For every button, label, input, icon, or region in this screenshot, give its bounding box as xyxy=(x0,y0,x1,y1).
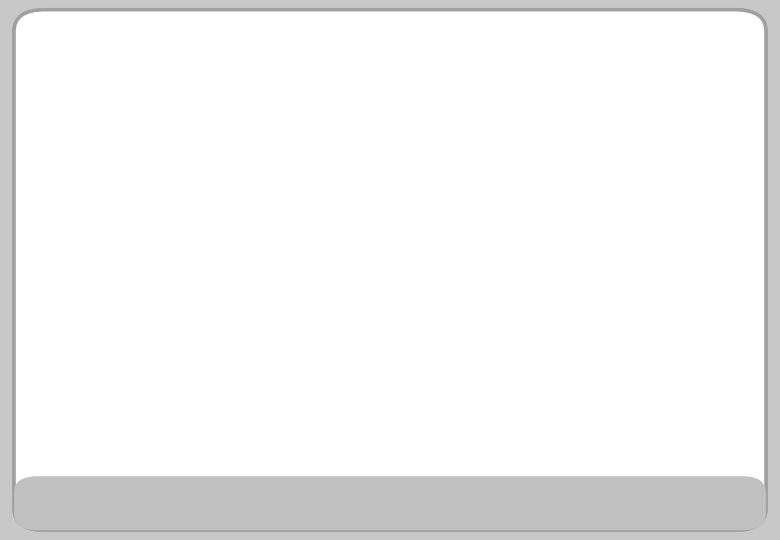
Text: - instead of correct line, incorrect is activated: - instead of correct line, incorrect is … xyxy=(101,145,451,160)
Text: - value, followed by its complement on a line whose address differs in 1 bit: - value, followed by its complement on a… xyxy=(101,363,677,378)
Text: - two or more cells coupled: - two or more cells coupled xyxy=(101,467,310,482)
Text: Copyright  2000-2003 by Raimund Ubar: Copyright 2000-2003 by Raimund Ubar xyxy=(23,512,246,522)
Text: - stuck-at - 0 (1) on inputs: - stuck-at - 0 (1) on inputs xyxy=(101,277,301,292)
Text: - no lines are activated: - no lines are activated xyxy=(101,202,278,217)
Text: 34: 34 xyxy=(736,464,753,478)
Text: Memory fault models:: Memory fault models: xyxy=(39,401,280,420)
Text: Technical University Tallinn, ESTONIA: Technical University Tallinn, ESTONIA xyxy=(448,511,728,524)
FancyBboxPatch shape xyxy=(14,10,766,530)
Text: $\mathbf{Multiplexer\ (}n\mathbf{\ \ inputs\ \ }log_2\ n\mathbf{\ \ control\ lin: $\mathbf{Multiplexer\ (}n\mathbf{\ \ inp… xyxy=(39,240,513,264)
Text: - one or more cells stuck-at - 0 (1): - one or more cells stuck-at - 0 (1) xyxy=(101,438,363,453)
Text: Decoder:: Decoder: xyxy=(39,108,138,127)
Text: Fault Models for High-Level Components: Fault Models for High-Level Components xyxy=(55,40,752,70)
Text: - value, followed by its complement: - value, followed by its complement xyxy=(101,334,375,349)
Text: - another input (instead of, additional): - another input (instead of, additional) xyxy=(101,306,394,321)
Text: - in addition to correct line, additional line is activated: - in addition to correct line, additiona… xyxy=(101,173,516,188)
